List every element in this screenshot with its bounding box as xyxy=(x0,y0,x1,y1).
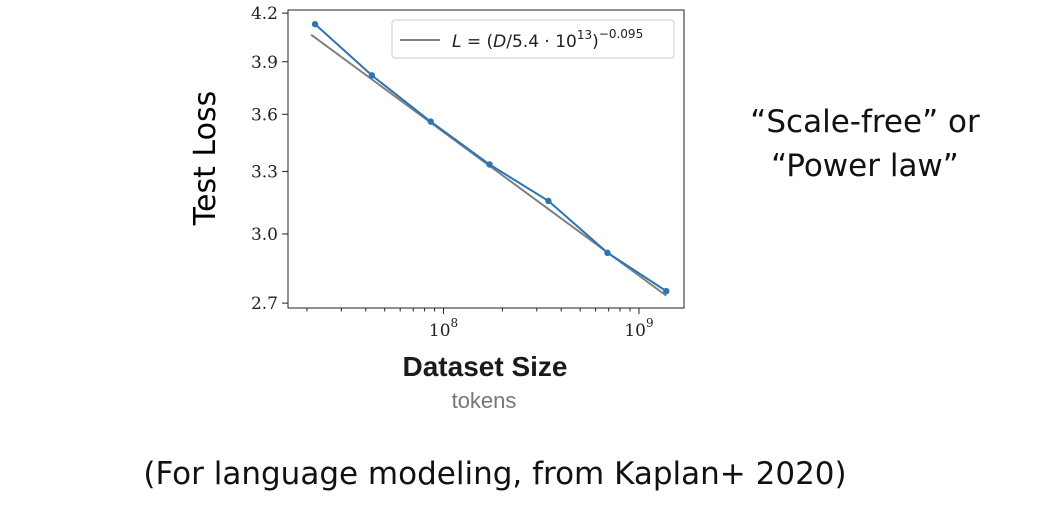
data-point xyxy=(545,197,552,205)
legend-box xyxy=(391,19,675,59)
legend-close: ) xyxy=(592,32,599,52)
y-tick-label: 2.7 xyxy=(251,294,278,314)
data-point xyxy=(427,118,434,125)
legend-text: L = (D/5.4 · 1013)−0.095 xyxy=(452,27,643,52)
y-tick-label: 3.6 xyxy=(251,105,278,125)
legend-exp-outer: −0.095 xyxy=(599,27,643,41)
scaling-law-chart: 2.73.03.33.63.94.2 108 109 L = (D/5.4 · 1… xyxy=(188,4,685,413)
data-point xyxy=(311,20,319,28)
series-line xyxy=(314,23,667,292)
x-axis-label: Dataset Size xyxy=(403,351,568,382)
y-tick-label: 3.3 xyxy=(251,162,278,182)
legend-exp-inner: 13 xyxy=(577,28,592,42)
data-point xyxy=(604,249,611,257)
x-tick-base: 10 xyxy=(429,321,451,341)
y-axis: 2.7 3.0 3.3 3.6 3.9 4.2 xyxy=(251,4,288,314)
y-tick-label: 3.9 xyxy=(251,53,278,73)
x-axis-sublabel: tokens xyxy=(452,388,517,413)
data-point xyxy=(368,72,376,79)
legend-mid: /5.4 · 10 xyxy=(506,32,577,52)
x-tick-label: 109 xyxy=(624,316,653,341)
side-note: “Scale-free” or “Power law” xyxy=(720,100,1010,188)
legend-lhs: L xyxy=(452,32,461,52)
data-point xyxy=(486,161,493,168)
side-note-line2: “Power law” xyxy=(771,148,959,184)
x-tick-base: 10 xyxy=(624,321,646,341)
x-tick-label: 108 xyxy=(429,316,458,341)
y-axis-label: Test Loss xyxy=(188,91,223,226)
legend-d: D xyxy=(493,32,506,52)
side-note-line1: “Scale-free” or xyxy=(750,104,980,140)
data-point xyxy=(663,287,670,295)
series-layer xyxy=(311,20,670,295)
x-tick-exponent: 8 xyxy=(451,316,459,330)
y-tick-label: 4.2 xyxy=(251,4,278,24)
x-axis: 108 109 xyxy=(306,308,654,341)
legend: L = (D/5.4 · 1013)−0.095 xyxy=(391,19,675,59)
plot-frame xyxy=(287,9,685,309)
y-tick-label: 3.0 xyxy=(251,225,278,245)
caption: (For language modeling, from Kaplan+ 202… xyxy=(143,456,847,492)
x-tick-exponent: 9 xyxy=(646,316,654,330)
legend-eq: = ( xyxy=(461,32,493,52)
